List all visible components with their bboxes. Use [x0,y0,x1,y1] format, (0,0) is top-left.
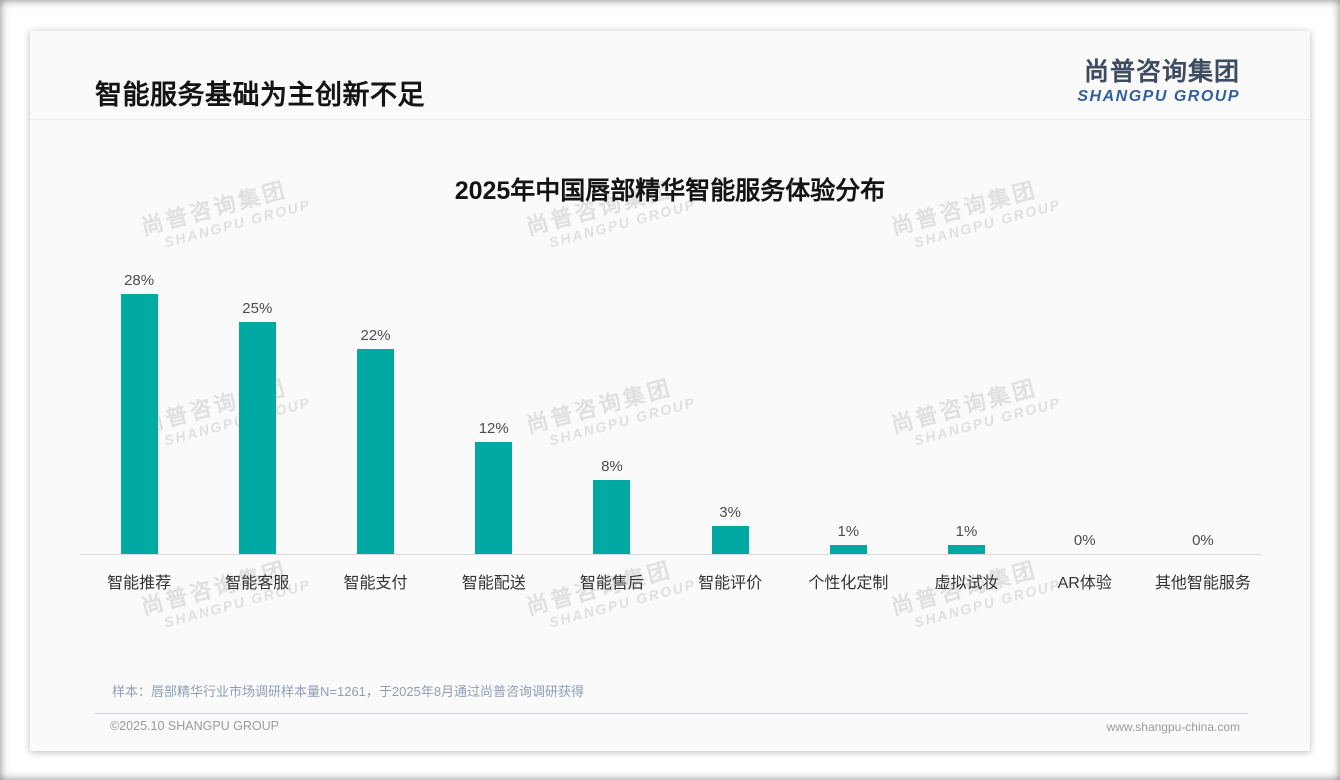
bar-value-label: 0% [1073,532,1096,549]
bar-value-label: 0% [1192,532,1214,549]
brand-watermark: 尚普咨询集团 SHANGPU GROUP [524,552,698,636]
bar-column: 12% [435,251,553,554]
website-text: www.shangpu-china.com [1106,720,1240,734]
brand-watermark: 尚普咨询集团 SHANGPU GROUP [889,552,1063,636]
bar-column: 8% [553,251,671,554]
category-label: AR体验 [1057,575,1112,592]
category-label: 其他智能服务 [1154,575,1251,592]
brand-logo-chinese: 尚普咨询集团 [1083,58,1240,86]
category-label: 个性化定制 [808,575,889,592]
header: 智能服务基础为主创新不足 [30,31,1310,120]
bar-value-label: 25% [242,299,273,317]
bar [357,349,394,554]
bar-column: 28% [80,251,198,554]
x-axis-line [80,554,1262,555]
bar [475,442,513,554]
category-label: 智能售后 [579,575,644,592]
bar-chart: 28% 25% 22% 12% 8% 3% 1% 1% 0% 0% [80,251,1262,554]
bar-value-label: 3% [719,504,741,522]
copyright-text: ©2025.10 SHANGPU GROUP [110,719,279,733]
bar-column: 22% [316,251,434,554]
bar [120,293,158,554]
bar [711,526,749,554]
bar [829,544,867,554]
bar-value-label: 12% [478,420,509,438]
bar [948,544,986,554]
page-title: 智能服务基础为主创新不足 [95,80,425,110]
bar-column: 1% [907,251,1025,554]
sample-note: 样本：唇部精华行业市场调研样本量N=1261，于2025年8月通过尚普咨询调研获… [112,684,585,699]
slide-card: 尚普咨询集团 SHANGPU GROUP 尚普咨询集团 SHANGPU GROUP 尚普… [30,31,1310,751]
category-label: 智能支付 [343,575,408,592]
bar-column: 25% [198,251,316,554]
category-label: 智能客服 [225,575,290,592]
bar-value-label: 8% [601,457,623,475]
category-axis-labels: 智能推荐 智能客服 智能支付 智能配送 智能售后 智能评价 个性化定制 虚拟试妆 AR体验 其他智… [80,569,1262,593]
category-label: 智能配送 [461,575,526,592]
bar-value-label: 1% [955,522,978,540]
bar-value-label: 28% [124,271,155,289]
category-label: 智能评价 [698,575,763,592]
brand-logo-english: SHANGPU GROUP [1077,87,1240,105]
brand-watermark: 尚普咨询集团 SHANGPU GROUP [139,552,313,636]
chart-title: 2025年中国唇部精华智能服务体验分布 [454,177,886,205]
brand-logo: 尚普咨询集团 SHANGPU GROUP [1077,58,1240,106]
bar [593,479,631,554]
footer-divider [95,713,1248,714]
bar [238,321,276,554]
category-label: 智能推荐 [107,575,172,592]
bar-column: 0% [1144,251,1262,554]
bar-column: 0% [1026,251,1144,554]
bar-column: 3% [671,251,789,554]
category-label: 虚拟试妆 [934,575,999,592]
bar-column: 1% [789,251,907,554]
bar-value-label: 1% [837,522,860,540]
bar-value-label: 22% [360,327,391,345]
